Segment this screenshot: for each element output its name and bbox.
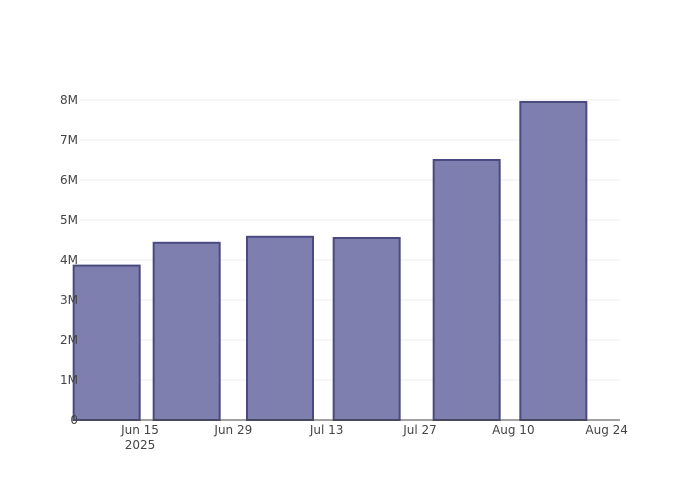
- y-tick-label: 8M: [60, 93, 78, 107]
- bar[interactable]: [332, 237, 401, 421]
- x-tick-label: Jun 15: [120, 423, 159, 437]
- bar[interactable]: [72, 264, 141, 421]
- bar[interactable]: [519, 101, 588, 421]
- y-tick-label: 5M: [60, 213, 78, 227]
- bar[interactable]: [246, 235, 314, 421]
- x-tick-label: Aug 10: [492, 423, 535, 437]
- y-tick-label: 2M: [60, 333, 78, 347]
- y-tick-label: 1M: [60, 373, 78, 387]
- bar[interactable]: [432, 159, 501, 421]
- y-tick-label: 4M: [60, 253, 78, 267]
- y-tick-label: 6M: [60, 173, 78, 187]
- y-tick-label: 7M: [60, 133, 78, 147]
- x-tick-label: Aug 24: [585, 423, 628, 437]
- x-tick-label: Jun 29: [213, 423, 252, 437]
- y-tick-label: 3M: [60, 293, 78, 307]
- x-tick-label: Jul 13: [309, 423, 344, 437]
- y-tick-labels: 0 1M 2M 3M 4M 5M 6M 7M 8M: [60, 93, 78, 427]
- bars: [72, 101, 588, 421]
- bar[interactable]: [152, 241, 221, 421]
- x-tick-label: Jul 27: [402, 423, 437, 437]
- y-tick-label: 0: [70, 413, 78, 427]
- x-tick-year-label: 2025: [125, 438, 156, 452]
